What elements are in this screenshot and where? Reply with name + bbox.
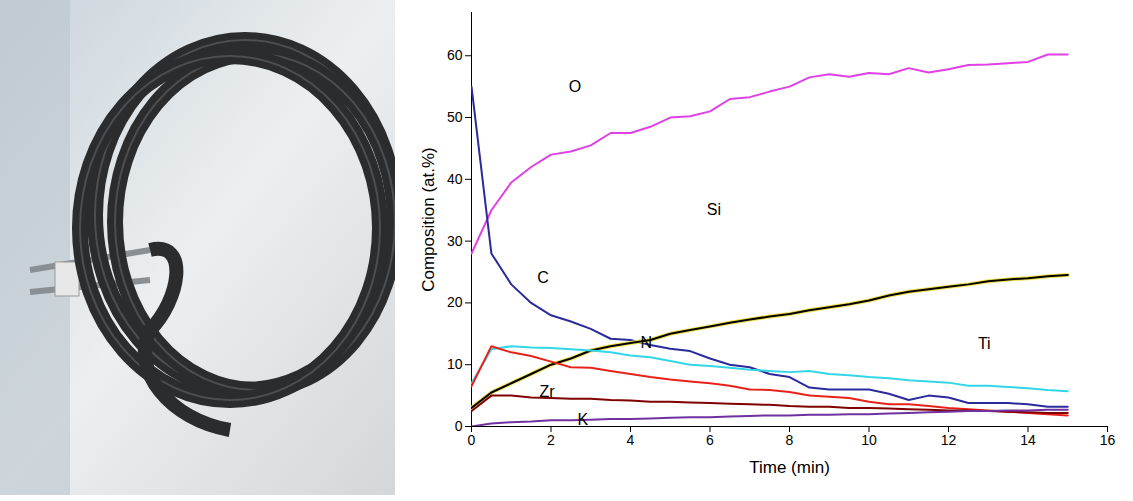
svg-text:10: 10 (447, 356, 463, 372)
svg-text:4: 4 (627, 432, 635, 448)
svg-text:Ti: Ti (978, 335, 991, 352)
svg-text:2: 2 (547, 432, 555, 448)
svg-text:10: 10 (861, 432, 877, 448)
svg-text:12: 12 (941, 432, 957, 448)
svg-text:20: 20 (447, 294, 463, 310)
svg-text:O: O (569, 78, 581, 95)
svg-text:16: 16 (1100, 432, 1116, 448)
svg-text:Time (min): Time (min) (749, 458, 830, 477)
svg-text:8: 8 (786, 432, 794, 448)
svg-text:30: 30 (447, 233, 463, 249)
svg-text:0: 0 (455, 418, 463, 434)
svg-text:14: 14 (1020, 432, 1036, 448)
svg-text:0: 0 (468, 432, 476, 448)
svg-text:N: N (641, 334, 653, 351)
svg-text:6: 6 (706, 432, 714, 448)
svg-text:K: K (577, 411, 588, 428)
svg-text:C: C (537, 269, 549, 286)
svg-text:Composition (at.%): Composition (at.%) (419, 147, 438, 292)
svg-text:50: 50 (447, 109, 463, 125)
svg-text:40: 40 (447, 171, 463, 187)
svg-text:Zr: Zr (539, 383, 555, 400)
svg-text:60: 60 (447, 47, 463, 63)
svg-text:Si: Si (707, 201, 721, 218)
